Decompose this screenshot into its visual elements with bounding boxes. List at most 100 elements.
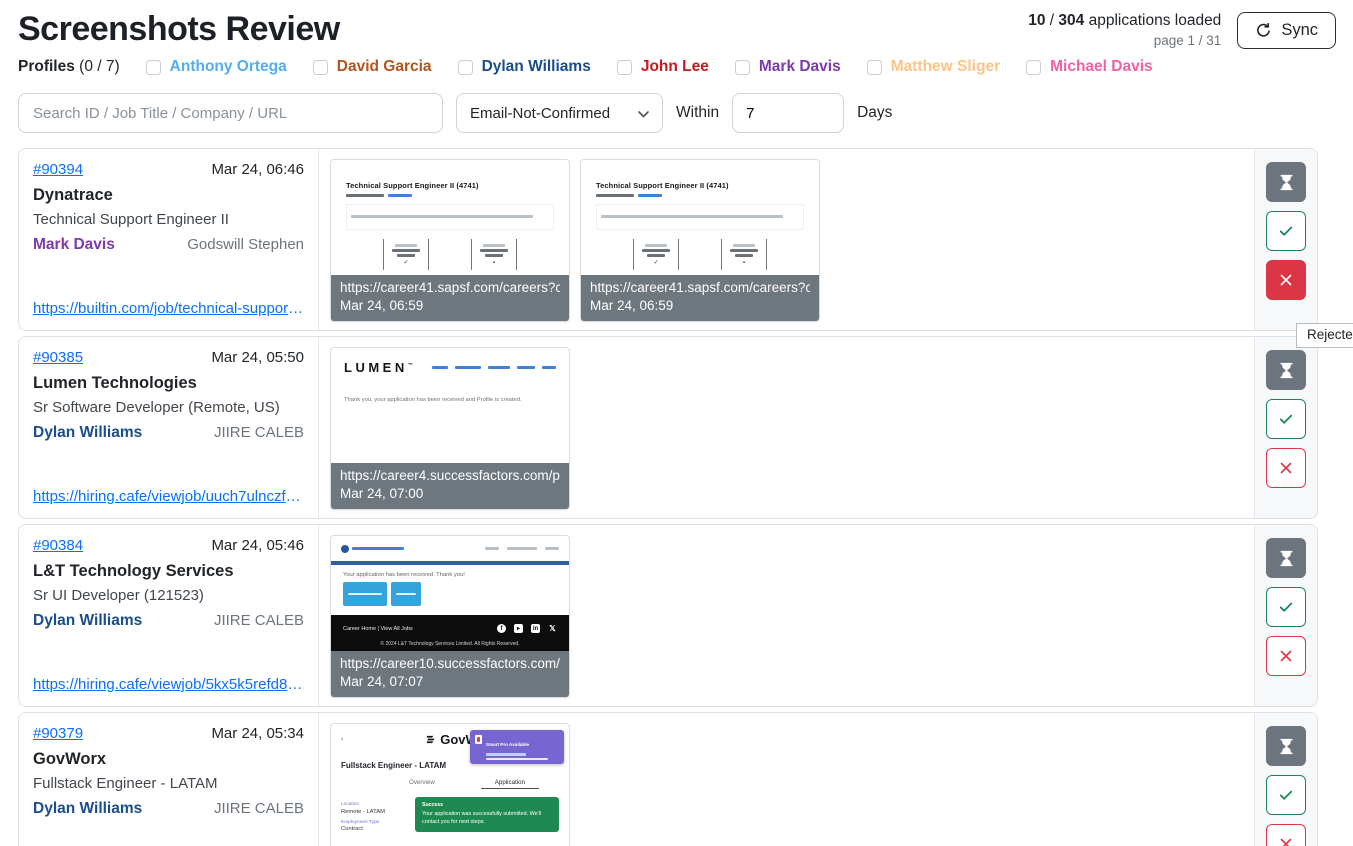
employment-value: Contract (341, 826, 363, 832)
checkbox[interactable] (145, 59, 161, 75)
screenshot-time: Mar 24, 07:07 (340, 674, 424, 690)
approve-button[interactable] (1266, 587, 1306, 627)
preview-title: Technical Support Engineer II (4741) (346, 181, 479, 190)
success-banner: Success Your application was successfull… (415, 797, 559, 832)
stats-separator: / (1049, 12, 1055, 29)
application-info: #90394 Mar 24, 06:46 Dynatrace Technical… (19, 149, 319, 330)
header: Screenshots Review 10 / 304 applications… (18, 0, 1336, 49)
sync-button[interactable]: Sync (1237, 12, 1336, 49)
company-name: GovWorx (33, 750, 107, 768)
reject-button[interactable] (1266, 260, 1306, 300)
screenshot-caption: https://career41.sapsf.com/careers?compa… (581, 274, 819, 321)
checkbox[interactable] (457, 59, 473, 75)
screenshots-strip: Technical Support Engineer II (4741) ✓ ▪ (319, 149, 1254, 330)
approve-button[interactable] (1266, 399, 1306, 439)
checkbox[interactable] (312, 59, 328, 75)
nav-links (432, 366, 556, 369)
checkbox[interactable] (734, 59, 750, 75)
job-url-link[interactable]: https://hiring.cafe/viewjob/uuch7ulnczf2… (33, 488, 304, 505)
screenshot-url: https://career41.sapsf.com/careers?compa… (340, 279, 560, 295)
checkbox[interactable] (866, 59, 882, 75)
status-select[interactable]: Email-Not-Confirmed (456, 93, 663, 133)
x-icon (1277, 459, 1295, 477)
profiles-count: (0 / 7) (79, 58, 120, 75)
profile-checkbox-anthony-ortega[interactable]: Anthony Ortega (145, 58, 287, 76)
company-name: L&T Technology Services (33, 562, 234, 580)
search-input[interactable] (18, 93, 443, 133)
job-title: Sr Software Developer (Remote, US) (33, 399, 280, 416)
sync-label: Sync (1281, 21, 1318, 39)
tab-application: Application (480, 779, 540, 789)
pending-button[interactable] (1266, 726, 1306, 766)
screenshot-thumbnail[interactable]: Technical Support Engineer II (4741) ✓ ▪ (330, 159, 570, 322)
lnt-logo (341, 544, 404, 553)
screenshot-thumbnail[interactable]: Technical Support Engineer II (4741) ✓ ▪ (580, 159, 820, 322)
days-label: Days (857, 104, 893, 121)
applicant-name: Godswill Stephen (187, 236, 304, 253)
status-selected-value: Email-Not-Confirmed (470, 104, 611, 122)
profile-checkbox-dylan-williams[interactable]: Dylan Williams (457, 58, 591, 76)
application-id-link[interactable]: #90394 (33, 161, 84, 178)
job-url-link[interactable]: https://builtin.com/job/technical-suppor… (33, 300, 304, 317)
review-actions (1254, 713, 1317, 846)
application-time: Mar 24, 05:34 (211, 725, 304, 742)
screenshot-url: https://career4.successfactors.com/porta… (340, 467, 560, 483)
reject-button[interactable] (1266, 636, 1306, 676)
mini-button (391, 582, 421, 606)
reject-button[interactable] (1266, 448, 1306, 488)
profile-checkbox-matthew-sliger[interactable]: Matthew Sliger (866, 58, 1000, 76)
screenshot-caption: https://career10.successfactors.com/port… (331, 650, 569, 697)
approve-button[interactable] (1266, 775, 1306, 815)
job-title: Technical Support Engineer II (33, 211, 229, 228)
application-id-link[interactable]: #90384 (33, 537, 84, 554)
screenshot-thumbnail[interactable]: Your application has been received. Than… (330, 535, 570, 698)
application-time: Mar 24, 05:46 (211, 537, 304, 554)
hourglass-icon (1277, 361, 1296, 380)
application-time: Mar 24, 06:46 (211, 161, 304, 178)
job-title: Fullstack Engineer - LATAM (33, 775, 218, 792)
x-icon (1277, 647, 1295, 665)
success-title: Success (422, 802, 444, 808)
company-name: Dynatrace (33, 186, 113, 204)
page-title: Screenshots Review (18, 10, 340, 48)
approve-button[interactable] (1266, 211, 1306, 251)
profile-checkbox-michael-davis[interactable]: Michael Davis (1026, 58, 1153, 76)
screenshot-time: Mar 24, 06:59 (590, 298, 674, 314)
hourglass-icon (1277, 173, 1296, 192)
application-id-link[interactable]: #90379 (33, 725, 84, 742)
pending-button[interactable] (1266, 350, 1306, 390)
hourglass-icon (1277, 737, 1296, 756)
screenshot-time: Mar 24, 06:59 (340, 298, 424, 314)
checkbox[interactable] (616, 59, 632, 75)
preview-job-title: Fullstack Engineer - LATAM (341, 761, 447, 770)
header-divider (331, 561, 569, 565)
profile-checkbox-mark-davis[interactable]: Mark Davis (734, 58, 841, 76)
application-info: #90384 Mar 24, 05:46 L&T Technology Serv… (19, 525, 319, 706)
applicant-name: JIIRE CALEB (213, 800, 304, 817)
tab-overview: Overview (409, 779, 435, 786)
location-value: Remote - LATAM (341, 808, 385, 815)
check-mark: ✓ (403, 260, 409, 266)
job-url-link[interactable]: https://hiring.cafe/viewjob/5kx5k5refd8q… (33, 676, 304, 693)
location-label: Location (341, 802, 360, 807)
profile-checkbox-david-garcia[interactable]: David Garcia (312, 58, 432, 76)
screenshots-strip: Your application has been received. Than… (319, 525, 1254, 706)
reject-button[interactable] (1266, 824, 1306, 846)
screenshot-preview: ‹ GovWorx Smart Pro Available (331, 724, 569, 832)
hourglass-icon (1277, 549, 1296, 568)
within-days-input[interactable] (732, 93, 845, 133)
applicant-name: JIIRE CALEB (213, 424, 304, 441)
page-indicator: page 1 / 31 (1153, 33, 1222, 48)
pending-button[interactable] (1266, 538, 1306, 578)
profile-checkbox-john-lee[interactable]: John Lee (616, 58, 709, 76)
screenshot-thumbnail[interactable]: LUMEN™ Thank you, your application has b… (330, 347, 570, 510)
application-id-link[interactable]: #90385 (33, 349, 84, 366)
footer: Career Home | View All Jobs f ▸ in 𝕏 © 2… (331, 615, 569, 654)
screenshot-url: https://career10.successfactors.com/port… (340, 655, 560, 671)
checkbox[interactable] (1026, 59, 1042, 75)
screenshot-thumbnail[interactable]: ‹ GovWorx Smart Pro Available (330, 723, 570, 846)
screenshot-url: https://career41.sapsf.com/careers?compa… (590, 279, 810, 295)
pending-button[interactable] (1266, 162, 1306, 202)
notification-toast: Smart Pro Available (470, 730, 564, 764)
